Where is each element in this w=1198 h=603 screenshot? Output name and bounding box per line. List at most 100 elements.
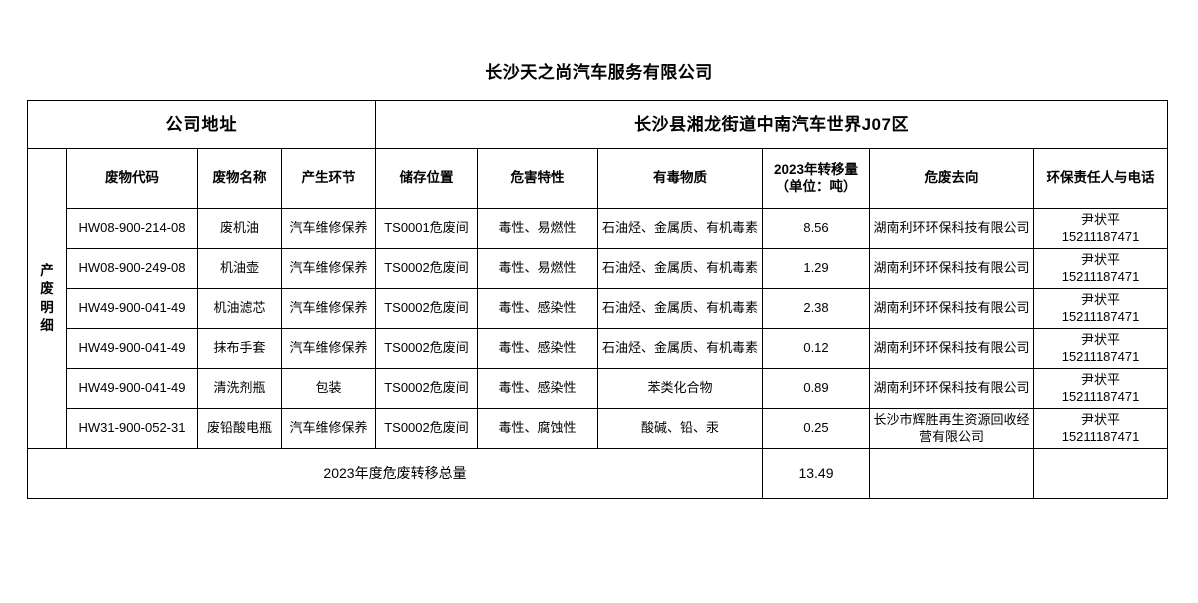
cell-responsible-person: 尹状平 15211187471 bbox=[1032, 408, 1169, 449]
cell-hazard-property: 毒性、易燃性 bbox=[477, 248, 598, 289]
contact-phone: 15211187471 bbox=[1061, 428, 1140, 444]
hazardous-waste-table: 公司地址 长沙县湘龙街道中南汽车世界J07区 产 废 明 细 废物代码 废物名称… bbox=[27, 100, 1169, 499]
cell-transfer-amount: 2.38 bbox=[762, 288, 870, 329]
column-header-toxic-substance: 有毒物质 bbox=[597, 148, 763, 209]
cell-waste-name: 抹布手套 bbox=[197, 328, 282, 369]
cell-destination: 长沙市辉胜再生资源回收经营有限公司 bbox=[869, 408, 1034, 449]
contact-name: 尹状平 bbox=[1081, 252, 1121, 268]
cell-transfer-amount: 1.29 bbox=[762, 248, 870, 289]
contact-phone: 15211187471 bbox=[1061, 348, 1140, 364]
cell-storage-location: TS0002危废间 bbox=[375, 288, 478, 329]
cell-generation-stage: 汽车维修保养 bbox=[281, 288, 376, 329]
cell-storage-location: TS0002危废间 bbox=[375, 248, 478, 289]
cell-storage-location: TS0001危废间 bbox=[375, 208, 478, 249]
contact-name: 尹状平 bbox=[1081, 332, 1121, 348]
cell-waste-name: 清洗剂瓶 bbox=[197, 368, 282, 409]
section-label-char-4: 细 bbox=[40, 317, 54, 333]
cell-waste-code: HW31-900-052-31 bbox=[66, 408, 198, 449]
total-label: 2023年度危废转移总量 bbox=[27, 448, 763, 499]
cell-responsible-person: 尹状平 15211187471 bbox=[1032, 368, 1169, 409]
column-header-waste-code: 废物代码 bbox=[66, 148, 198, 209]
cell-waste-name: 废机油 bbox=[197, 208, 282, 249]
cell-responsible-person: 尹状平 15211187471 bbox=[1032, 248, 1169, 289]
cell-generation-stage: 包装 bbox=[281, 368, 376, 409]
contact-phone: 15211187471 bbox=[1061, 228, 1140, 244]
table-row: HW08-900-249-08 机油壶 汽车维修保养 TS0002危废间 毒性、… bbox=[28, 248, 1169, 289]
table-row: HW08-900-214-08 废机油 汽车维修保养 TS0001危废间 毒性、… bbox=[28, 208, 1169, 249]
cell-waste-code: HW49-900-041-49 bbox=[66, 328, 198, 369]
address-label: 公司地址 bbox=[27, 100, 376, 149]
section-label-char-2: 废 bbox=[40, 281, 54, 297]
cell-generation-stage: 汽车维修保养 bbox=[281, 248, 376, 289]
column-header-transfer-amount: 2023年转移量 （单位：吨） bbox=[762, 148, 870, 209]
address-value: 长沙县湘龙街道中南汽车世界J07区 bbox=[374, 100, 1169, 149]
table-row: HW49-900-041-49 机油滤芯 汽车维修保养 TS0002危废间 毒性… bbox=[28, 288, 1169, 329]
cell-hazard-property: 毒性、腐蚀性 bbox=[477, 408, 598, 449]
cell-hazard-property: 毒性、感染性 bbox=[477, 368, 598, 409]
cell-waste-code: HW08-900-214-08 bbox=[66, 208, 198, 249]
cell-destination: 湖南利环环保科技有限公司 bbox=[869, 368, 1034, 409]
cell-toxic-substance: 石油烃、金属质、有机毒素 bbox=[597, 328, 763, 369]
contact-name: 尹状平 bbox=[1081, 292, 1121, 308]
cell-destination: 湖南利环环保科技有限公司 bbox=[869, 248, 1034, 289]
contact-phone: 15211187471 bbox=[1061, 268, 1140, 284]
contact-name: 尹状平 bbox=[1081, 372, 1121, 388]
cell-toxic-substance: 石油烃、金属质、有机毒素 bbox=[597, 248, 763, 289]
table-row: HW49-900-041-49 清洗剂瓶 包装 TS0002危废间 毒性、感染性… bbox=[28, 368, 1169, 409]
table-row: HW31-900-052-31 废铅酸电瓶 汽车维修保养 TS0002危废间 毒… bbox=[28, 408, 1169, 449]
cell-generation-stage: 汽车维修保养 bbox=[281, 208, 376, 249]
cell-responsible-person: 尹状平 15211187471 bbox=[1032, 288, 1169, 329]
cell-transfer-amount: 0.89 bbox=[762, 368, 870, 409]
cell-generation-stage: 汽车维修保养 bbox=[281, 408, 376, 449]
cell-generation-stage: 汽车维修保养 bbox=[281, 328, 376, 369]
cell-storage-location: TS0002危废间 bbox=[375, 328, 478, 369]
column-header-generation-stage: 产生环节 bbox=[281, 148, 376, 209]
transfer-amount-line-1: 2023年转移量 bbox=[773, 161, 859, 177]
column-header-waste-name: 废物名称 bbox=[197, 148, 282, 209]
section-label-produced-waste-detail: 产 废 明 细 bbox=[27, 148, 67, 449]
cell-waste-code: HW49-900-041-49 bbox=[66, 288, 198, 329]
cell-waste-name: 机油滤芯 bbox=[197, 288, 282, 329]
transfer-amount-line-2: （单位：吨） bbox=[775, 178, 857, 194]
page-title: 长沙天之尚汽车服务有限公司 bbox=[485, 63, 713, 82]
cell-destination: 湖南利环环保科技有限公司 bbox=[869, 208, 1034, 249]
cell-storage-location: TS0002危废间 bbox=[375, 408, 478, 449]
column-header-responsible-person: 环保责任人与电话 bbox=[1032, 148, 1169, 209]
cell-responsible-person: 尹状平 15211187471 bbox=[1032, 328, 1169, 369]
contact-name: 尹状平 bbox=[1081, 212, 1121, 228]
table-row: HW49-900-041-49 抹布手套 汽车维修保养 TS0002危废间 毒性… bbox=[28, 328, 1169, 369]
cell-waste-code: HW49-900-041-49 bbox=[66, 368, 198, 409]
cell-destination: 湖南利环环保科技有限公司 bbox=[869, 288, 1034, 329]
cell-transfer-amount: 0.12 bbox=[762, 328, 870, 369]
cell-responsible-person: 尹状平 15211187471 bbox=[1032, 208, 1169, 249]
section-label-char-1: 产 bbox=[40, 263, 54, 279]
table-total-row: 2023年度危废转移总量 13.49 bbox=[27, 448, 1169, 499]
contact-phone: 15211187471 bbox=[1061, 388, 1140, 404]
cell-waste-name: 废铅酸电瓶 bbox=[197, 408, 282, 449]
cell-waste-code: HW08-900-249-08 bbox=[66, 248, 198, 289]
column-header-storage-location: 储存位置 bbox=[375, 148, 478, 209]
cell-toxic-substance: 酸碱、铅、汞 bbox=[597, 408, 763, 449]
contact-phone: 15211187471 bbox=[1061, 308, 1140, 324]
cell-toxic-substance: 石油烃、金属质、有机毒素 bbox=[597, 208, 763, 249]
cell-toxic-substance: 苯类化合物 bbox=[597, 368, 763, 409]
total-contact-empty bbox=[1032, 448, 1169, 499]
table-header-row: 产 废 明 细 废物代码 废物名称 产生环节 储存位置 危害特性 有毒物质 20… bbox=[27, 148, 1169, 449]
cell-hazard-property: 毒性、感染性 bbox=[477, 288, 598, 329]
cell-storage-location: TS0002危废间 bbox=[375, 368, 478, 409]
cell-transfer-amount: 0.25 bbox=[762, 408, 870, 449]
cell-transfer-amount: 8.56 bbox=[762, 208, 870, 249]
cell-hazard-property: 毒性、易燃性 bbox=[477, 208, 598, 249]
total-amount: 13.49 bbox=[762, 448, 870, 499]
cell-waste-name: 机油壶 bbox=[197, 248, 282, 289]
address-band-row: 公司地址 长沙县湘龙街道中南汽车世界J07区 bbox=[27, 100, 1169, 149]
section-label-char-3: 明 bbox=[40, 299, 54, 315]
column-header-destination: 危废去向 bbox=[869, 148, 1034, 209]
cell-toxic-substance: 石油烃、金属质、有机毒素 bbox=[597, 288, 763, 329]
total-destination-empty bbox=[869, 448, 1034, 499]
contact-name: 尹状平 bbox=[1081, 412, 1121, 428]
cell-destination: 湖南利环环保科技有限公司 bbox=[869, 328, 1034, 369]
cell-hazard-property: 毒性、感染性 bbox=[477, 328, 598, 369]
column-header-hazard-property: 危害特性 bbox=[477, 148, 598, 209]
